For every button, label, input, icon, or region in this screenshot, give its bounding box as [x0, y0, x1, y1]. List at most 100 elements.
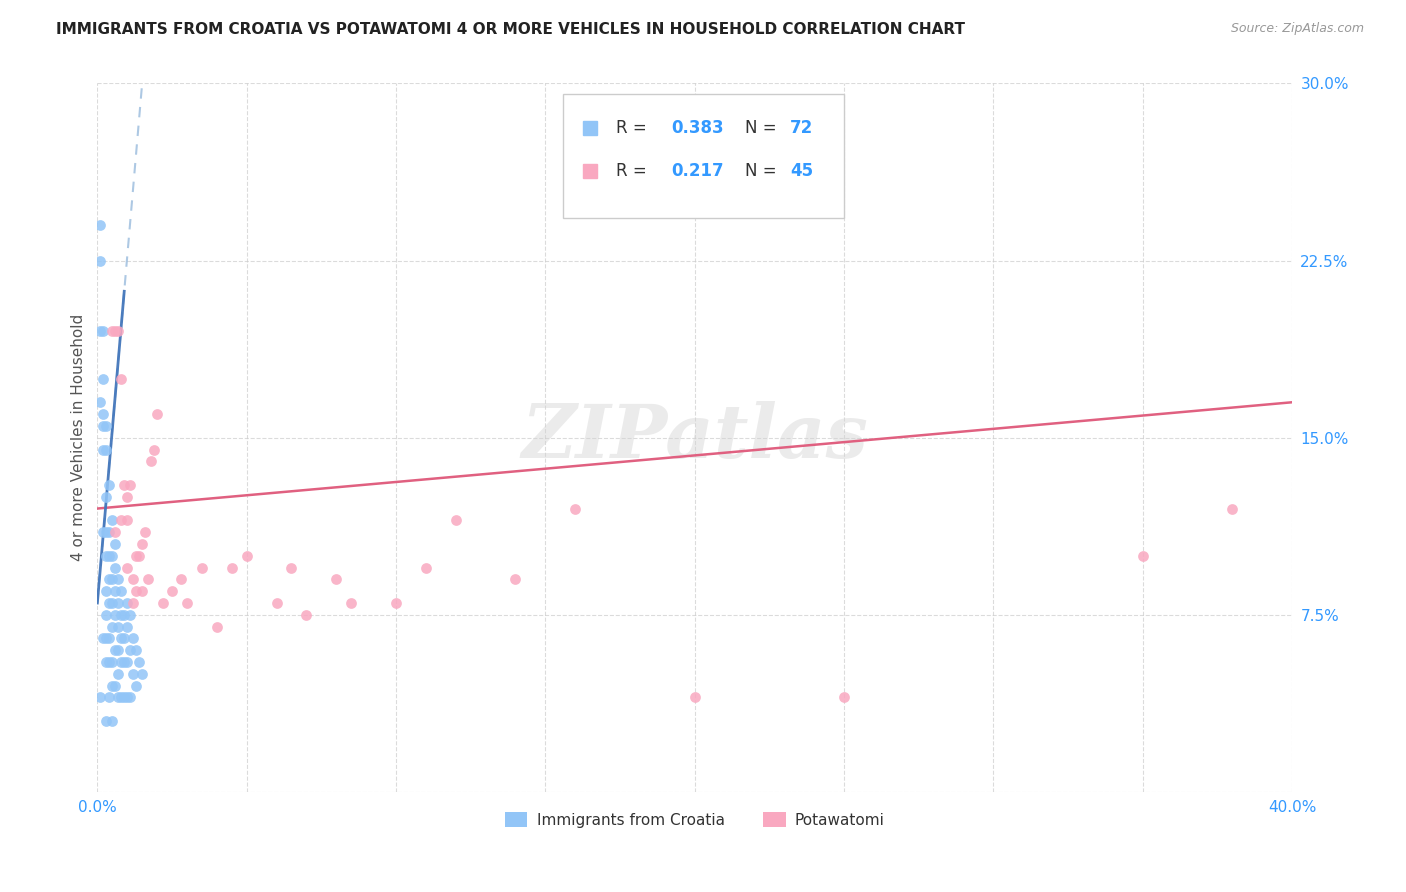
Point — [115, 560, 138, 574]
Point — [98, 525, 121, 540]
Point — [110, 513, 132, 527]
Point — [120, 690, 142, 705]
Point — [89, 395, 111, 409]
Point — [115, 490, 138, 504]
Point — [101, 714, 124, 728]
Point — [112, 655, 135, 669]
Point — [98, 632, 121, 646]
Point — [91, 442, 114, 457]
Point — [146, 407, 169, 421]
Point — [295, 607, 318, 622]
Point — [235, 549, 257, 563]
Point — [139, 454, 162, 468]
Point — [125, 679, 148, 693]
Point — [191, 560, 214, 574]
Point — [832, 690, 855, 705]
Point — [96, 714, 118, 728]
Point — [96, 442, 118, 457]
Point — [131, 537, 153, 551]
Point — [110, 372, 132, 386]
Text: 45: 45 — [790, 161, 813, 179]
Text: 72: 72 — [790, 119, 814, 137]
Point — [120, 478, 142, 492]
Point — [104, 525, 127, 540]
Point — [205, 620, 228, 634]
Point — [91, 325, 114, 339]
Point — [104, 584, 127, 599]
Point — [131, 584, 153, 599]
Point — [101, 549, 124, 563]
Point — [221, 560, 243, 574]
Point — [1132, 549, 1154, 563]
Point — [107, 690, 129, 705]
Point — [98, 549, 121, 563]
Point — [122, 596, 145, 610]
Point — [325, 573, 347, 587]
Point — [266, 596, 288, 610]
Text: N =: N = — [745, 119, 782, 137]
Point — [1220, 501, 1243, 516]
Text: R =: R = — [616, 161, 652, 179]
Point — [125, 643, 148, 657]
Point — [107, 573, 129, 587]
Point — [131, 666, 153, 681]
Point — [101, 513, 124, 527]
Text: 0.383: 0.383 — [671, 119, 724, 137]
Point — [98, 573, 121, 587]
Point — [115, 655, 138, 669]
Point — [96, 632, 118, 646]
Point — [385, 596, 408, 610]
Point — [98, 478, 121, 492]
FancyBboxPatch shape — [564, 94, 844, 218]
Point — [110, 607, 132, 622]
Point — [115, 690, 138, 705]
Point — [96, 418, 118, 433]
Text: ZIPatlas: ZIPatlas — [522, 401, 868, 474]
Point — [96, 490, 118, 504]
Point — [128, 549, 150, 563]
Text: Source: ZipAtlas.com: Source: ZipAtlas.com — [1230, 22, 1364, 36]
Point — [122, 573, 145, 587]
Point — [96, 607, 118, 622]
Point — [98, 655, 121, 669]
Point — [110, 632, 132, 646]
Y-axis label: 4 or more Vehicles in Household: 4 or more Vehicles in Household — [72, 314, 86, 561]
Point — [107, 620, 129, 634]
Point — [120, 607, 142, 622]
Point — [101, 679, 124, 693]
Point — [170, 573, 193, 587]
Point — [340, 596, 363, 610]
Point — [89, 325, 111, 339]
Point — [115, 513, 138, 527]
Point — [104, 325, 127, 339]
Point — [505, 573, 527, 587]
Point — [101, 325, 124, 339]
Point — [89, 253, 111, 268]
Point — [107, 643, 129, 657]
Text: IMMIGRANTS FROM CROATIA VS POTAWATOMI 4 OR MORE VEHICLES IN HOUSEHOLD CORRELATIO: IMMIGRANTS FROM CROATIA VS POTAWATOMI 4 … — [56, 22, 966, 37]
Point — [96, 549, 118, 563]
Point — [136, 573, 159, 587]
Point — [101, 573, 124, 587]
Point — [122, 632, 145, 646]
Point — [91, 418, 114, 433]
Point — [128, 655, 150, 669]
Point — [98, 690, 121, 705]
Point — [91, 525, 114, 540]
Text: N =: N = — [745, 161, 782, 179]
Point — [91, 632, 114, 646]
Point — [152, 596, 174, 610]
Point — [104, 679, 127, 693]
Point — [125, 549, 148, 563]
Point — [112, 607, 135, 622]
Text: 0.217: 0.217 — [671, 161, 724, 179]
Point — [115, 596, 138, 610]
Point — [176, 596, 198, 610]
Point — [683, 690, 706, 705]
Point — [91, 407, 114, 421]
Point — [112, 478, 135, 492]
Point — [110, 655, 132, 669]
Point — [104, 537, 127, 551]
Point — [112, 690, 135, 705]
Point — [107, 666, 129, 681]
